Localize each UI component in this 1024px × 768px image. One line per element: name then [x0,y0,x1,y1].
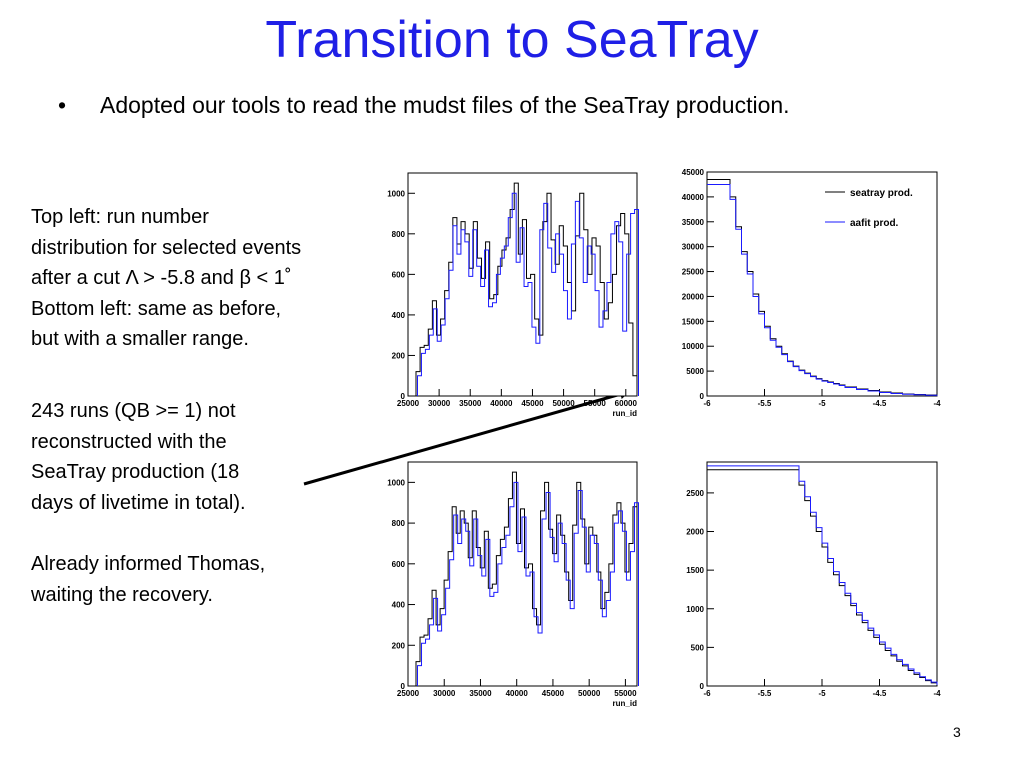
y-tick-label: 0 [401,682,406,691]
x-tick-label: -5.5 [758,399,772,408]
y-tick-label: 5000 [686,367,704,376]
plot-frame [706,461,938,687]
y-tick-label: 45000 [682,168,705,177]
pointer-arrow [303,389,630,486]
text-block-description: Top left: run number distribution for se… [31,202,301,355]
y-tick-label: 600 [392,270,406,279]
plot-frame [407,172,638,397]
y-tick-label: 1000 [387,478,405,487]
y-tick-label: 25000 [682,268,705,277]
y-tick-label: 400 [392,311,406,320]
x-tick-label: 30000 [428,399,451,408]
x-tick-label: 50000 [552,399,575,408]
y-tick-label: 15000 [682,317,705,326]
series-line-aafit [707,183,938,396]
x-tick-label: -4 [933,399,941,408]
chart-top-left: 0 200 400 600 800 1000 25000 30000 35000 40000 450… [387,172,639,418]
text-line: but with a smaller range. [31,328,249,350]
x-tick-label: -4.5 [873,399,887,408]
bullet-text: Adopted our tools to read the mudst file… [100,92,790,118]
x-tick-label: 45000 [542,689,565,698]
x-tick-label: 40000 [506,689,529,698]
text-line: days of livetime in total). [31,491,246,514]
page-number: 3 [953,724,961,740]
text-line: SeaTray production (18 [31,461,240,483]
x-tick-label: -6 [703,689,711,698]
text-block-missing-runs: 243 runs (QB >= 1) not reconstructed wit… [31,396,246,518]
bullet-icon: • [58,92,67,118]
x-tick-label: -4.5 [873,689,887,698]
text-line: Top left: run number [31,206,209,228]
x-tick-label: 25000 [397,689,420,698]
chart-bottom-right: 0 500 1000 1500 2000 2500 -6 -5.5 -5 -4.5 -4 [686,461,941,698]
x-tick-label: 45000 [521,399,544,408]
text-line: 243 runs (QB >= 1) not [31,400,236,422]
x-tick-label: 35000 [459,399,482,408]
x-tick-label: 40000 [490,399,513,408]
series-line-seatray [415,471,638,686]
text-line: distribution for selected events [31,236,302,259]
x-tick-label: 55000 [614,689,637,698]
x-tick-label: 25000 [397,399,420,408]
x-tick-label: 60000 [615,399,638,408]
x-axis-label: run_id [613,409,638,418]
x-tick-label: 55000 [584,399,607,408]
y-tick-label: 0 [401,392,406,401]
y-tick-label: 1500 [686,566,704,575]
series-line-aafit [707,465,938,685]
plot-frame [407,461,638,687]
series-line-aafit [417,481,639,686]
x-tick-label: -5.5 [758,689,772,698]
y-tick-label: 2000 [686,528,704,537]
y-tick-label: 0 [700,682,705,691]
x-tick-label: -6 [703,399,711,408]
page-title: Transition to SeaTray [265,11,759,69]
y-tick-label: 400 [392,601,406,610]
text-line: Bottom left: same as before, [31,297,282,320]
y-tick-label: 20000 [682,292,705,301]
y-tick-label: 200 [392,351,406,360]
legend-label: aafit prod. [850,218,899,229]
x-tick-label: -4 [933,689,941,698]
x-tick-label: -5 [818,399,826,408]
chart-bottom-left: 0 200 400 600 800 1000 25000 30000 35000 40000 450… [387,461,639,708]
x-tick-label: 30000 [433,689,456,698]
legend-label: seatray prod. [850,188,913,199]
x-tick-label: 35000 [469,689,492,698]
plot-frame [706,171,938,397]
text-line: reconstructed with the [31,430,227,453]
chart-top-right: 0 5000 10000 15000 20000 25000 30000 35000 40000… [682,168,941,408]
y-tick-label: 2500 [686,489,704,498]
y-tick-label: 40000 [682,193,705,202]
y-tick-label: 30000 [682,243,705,252]
y-tick-label: 10000 [682,342,705,351]
y-tick-label: 600 [392,560,406,569]
text-line: after a cut Λ > -5.8 and β < 1˚ [31,267,292,289]
y-tick-label: 200 [392,641,406,650]
series-line-aafit [417,192,639,396]
y-tick-label: 800 [392,230,406,239]
y-tick-label: 1000 [387,189,405,198]
y-tick-label: 1000 [686,605,704,614]
text-line: Already informed Thomas, [31,553,266,575]
y-tick-label: 500 [691,643,705,652]
y-tick-label: 35000 [682,218,705,227]
y-tick-label: 0 [700,392,705,401]
text-block-status: Already informed Thomas, waiting the rec… [31,549,265,610]
x-tick-label: -5 [818,689,826,698]
x-tick-label: 50000 [578,689,601,698]
text-line: waiting the recovery. [31,583,213,606]
y-tick-label: 800 [392,519,406,528]
x-axis-label: run_id [613,699,638,708]
